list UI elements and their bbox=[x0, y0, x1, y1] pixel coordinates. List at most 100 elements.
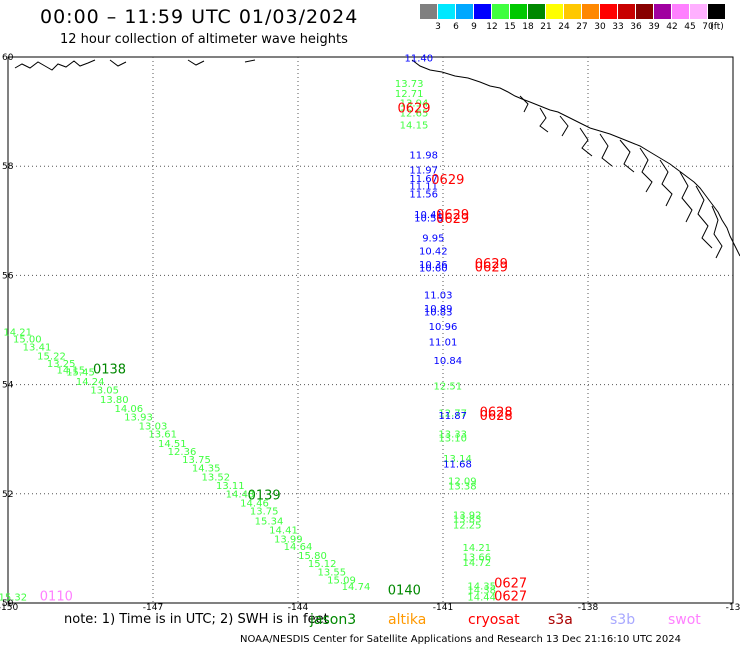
wave-height-label: 14.46 bbox=[240, 498, 269, 509]
wave-height-label: 13.41 bbox=[23, 343, 52, 354]
longitude-tick-label: -150 bbox=[0, 603, 18, 610]
pass-time-label: 0139 bbox=[248, 488, 281, 503]
wave-height-label: 13.14 bbox=[443, 454, 472, 465]
latitude-tick-label: 58 bbox=[2, 162, 14, 172]
wave-height-label: 14.35 bbox=[467, 581, 496, 592]
wave-height-label: 13.75 bbox=[182, 455, 211, 466]
wave-height-label: 10.60 bbox=[419, 264, 448, 275]
mission-label-swot: swot bbox=[668, 612, 701, 628]
wave-height-label: 15.32 bbox=[0, 592, 27, 603]
wave-height-label: 14.44 bbox=[467, 592, 496, 603]
wave-height-label: 10.96 bbox=[429, 322, 458, 333]
color-swatch bbox=[636, 4, 653, 19]
color-swatch bbox=[492, 4, 509, 19]
wave-height-label: 11.03 bbox=[424, 290, 453, 301]
altimeter-observations: 11.4013.7312.7113.9412.6514.1511.9811.97… bbox=[0, 53, 496, 603]
mission-label-cryosat: cryosat bbox=[468, 612, 520, 628]
color-scale-label: 39 bbox=[648, 22, 660, 32]
mission-label-altika: altika bbox=[388, 612, 427, 628]
wave-height-label: 12.65 bbox=[400, 109, 429, 120]
pass-time-label: 0629 bbox=[436, 208, 469, 223]
color-scale-label: 24 bbox=[558, 22, 570, 32]
wave-height-map: 11.4013.7312.7113.9412.6514.1511.9811.97… bbox=[0, 53, 740, 610]
wave-height-label: 14.06 bbox=[115, 404, 144, 415]
wave-height-label: 10.41 bbox=[414, 210, 443, 221]
footnote: note: 1) Time is in UTC; 2) SWH is in fe… bbox=[64, 612, 329, 627]
wave-height-label: 10.36 bbox=[419, 260, 448, 271]
wave-height-label: 15.12 bbox=[308, 559, 337, 570]
pass-time-label: 0629 bbox=[397, 102, 430, 117]
wave-height-label: 11.98 bbox=[409, 151, 438, 162]
color-swatch bbox=[618, 4, 635, 19]
coastline-alaska-gulf bbox=[411, 59, 740, 257]
color-scale-label: 70 bbox=[702, 22, 714, 32]
wave-height-label: 13.10 bbox=[438, 433, 467, 444]
coastline-alaska-north bbox=[14, 59, 256, 71]
wave-height-label: 13.05 bbox=[90, 385, 119, 396]
coastline-alexander-islands bbox=[519, 95, 723, 259]
credit-line: NOAA/NESDIS Center for Satellite Applica… bbox=[240, 634, 682, 645]
wave-height-label: 12.36 bbox=[168, 447, 197, 458]
wave-height-label: 14.24 bbox=[76, 377, 105, 388]
wave-height-label: 10.42 bbox=[419, 247, 448, 258]
wave-height-label: 13.83 bbox=[453, 515, 482, 526]
wave-height-label: 13.66 bbox=[463, 552, 492, 563]
color-scale-label: 27 bbox=[576, 22, 588, 32]
color-scale-label: 45 bbox=[684, 22, 696, 32]
wave-height-label: 14.41 bbox=[269, 526, 298, 537]
latitude-tick-label: 60 bbox=[2, 53, 14, 63]
wave-height-label: 14.74 bbox=[342, 582, 371, 593]
page-subtitle: 12 hour collection of altimeter wave hei… bbox=[60, 32, 348, 47]
color-swatch bbox=[420, 4, 437, 19]
wave-height-label: 11.97 bbox=[409, 165, 438, 176]
color-scale-label: 9 bbox=[471, 22, 477, 32]
color-scale-label: 21 bbox=[540, 22, 552, 32]
wave-height-label: 12.09 bbox=[448, 477, 477, 488]
wave-height-label: 10.84 bbox=[434, 356, 463, 367]
mission-label-s3a: s3a bbox=[548, 612, 573, 628]
wave-height-label: 14.51 bbox=[158, 439, 187, 450]
page-title: 00:00 – 11:59 UTC 01/03/2024 bbox=[40, 6, 359, 28]
pass-time-labels: 0629062906290629062906290628062806270627… bbox=[40, 102, 527, 605]
longitude-tick-label: -144 bbox=[288, 603, 309, 610]
pass-time-label: 0629 bbox=[475, 257, 508, 272]
color-scale-label: 33 bbox=[612, 22, 624, 32]
wave-height-label: 13.73 bbox=[395, 79, 424, 90]
longitude-tick-label: -138 bbox=[578, 603, 599, 610]
color-swatch bbox=[672, 4, 689, 19]
axis-tick-labels: -150 -147 -144 -141 -138 -13 60 58 56 54 52 50 bbox=[0, 53, 740, 610]
wave-height-label: 12.71 bbox=[395, 89, 424, 100]
wave-height-label: 14.15 bbox=[400, 121, 429, 132]
wave-height-label: 13.03 bbox=[139, 421, 168, 432]
latitude-tick-label: 54 bbox=[2, 381, 14, 391]
pass-time-label: 0628 bbox=[480, 409, 513, 424]
latitude-tick-label: 50 bbox=[2, 599, 14, 609]
color-scale-label: 30 bbox=[594, 22, 606, 32]
wave-height-label: 10.56 bbox=[414, 213, 443, 224]
color-scale-unit: (ft) bbox=[710, 22, 724, 32]
longitude-tick-label: -147 bbox=[143, 603, 163, 610]
wave-height-label: 11.67 bbox=[409, 174, 438, 185]
wave-height-label: 14.35 bbox=[192, 463, 221, 474]
wave-height-label: 15.09 bbox=[327, 575, 356, 586]
wave-height-label: 12.77 bbox=[438, 408, 467, 419]
wave-height-label: 13.33 bbox=[438, 430, 467, 441]
wave-height-label: 15.22 bbox=[37, 351, 66, 362]
color-swatch bbox=[582, 4, 599, 19]
wave-height-label: 15.34 bbox=[255, 516, 284, 527]
wave-height-label: 9.95 bbox=[422, 234, 444, 245]
longitude-tick-label: -13 bbox=[726, 603, 740, 610]
wave-height-label: 13.80 bbox=[100, 395, 129, 406]
wave-height-label: 10.89 bbox=[424, 304, 453, 315]
wave-height-label: 14.43 bbox=[226, 490, 255, 501]
wave-height-label: 13.38 bbox=[448, 481, 477, 492]
mission-label-jason3: jason3 bbox=[310, 612, 357, 628]
color-scale-label: 15 bbox=[504, 22, 516, 32]
wave-height-label: 10.83 bbox=[424, 307, 453, 318]
pass-time-label: 0628 bbox=[480, 405, 513, 420]
wave-height-label: 11.11 bbox=[409, 182, 438, 193]
color-swatch bbox=[654, 4, 671, 19]
color-scale-label: 42 bbox=[666, 22, 678, 32]
color-swatch bbox=[456, 4, 473, 19]
wave-height-label: 11.68 bbox=[443, 460, 472, 471]
